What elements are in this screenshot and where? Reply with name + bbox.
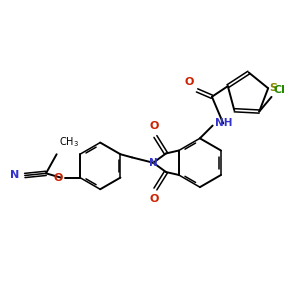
Text: Cl: Cl [274, 85, 286, 95]
Text: O: O [150, 121, 159, 131]
Text: O: O [184, 77, 194, 87]
Text: N: N [149, 158, 158, 168]
Text: CH$_3$: CH$_3$ [59, 135, 79, 149]
Text: N: N [10, 170, 20, 181]
Text: O: O [54, 172, 63, 183]
Text: S: S [269, 83, 278, 93]
Text: O: O [150, 194, 159, 204]
Text: NH: NH [215, 118, 232, 128]
